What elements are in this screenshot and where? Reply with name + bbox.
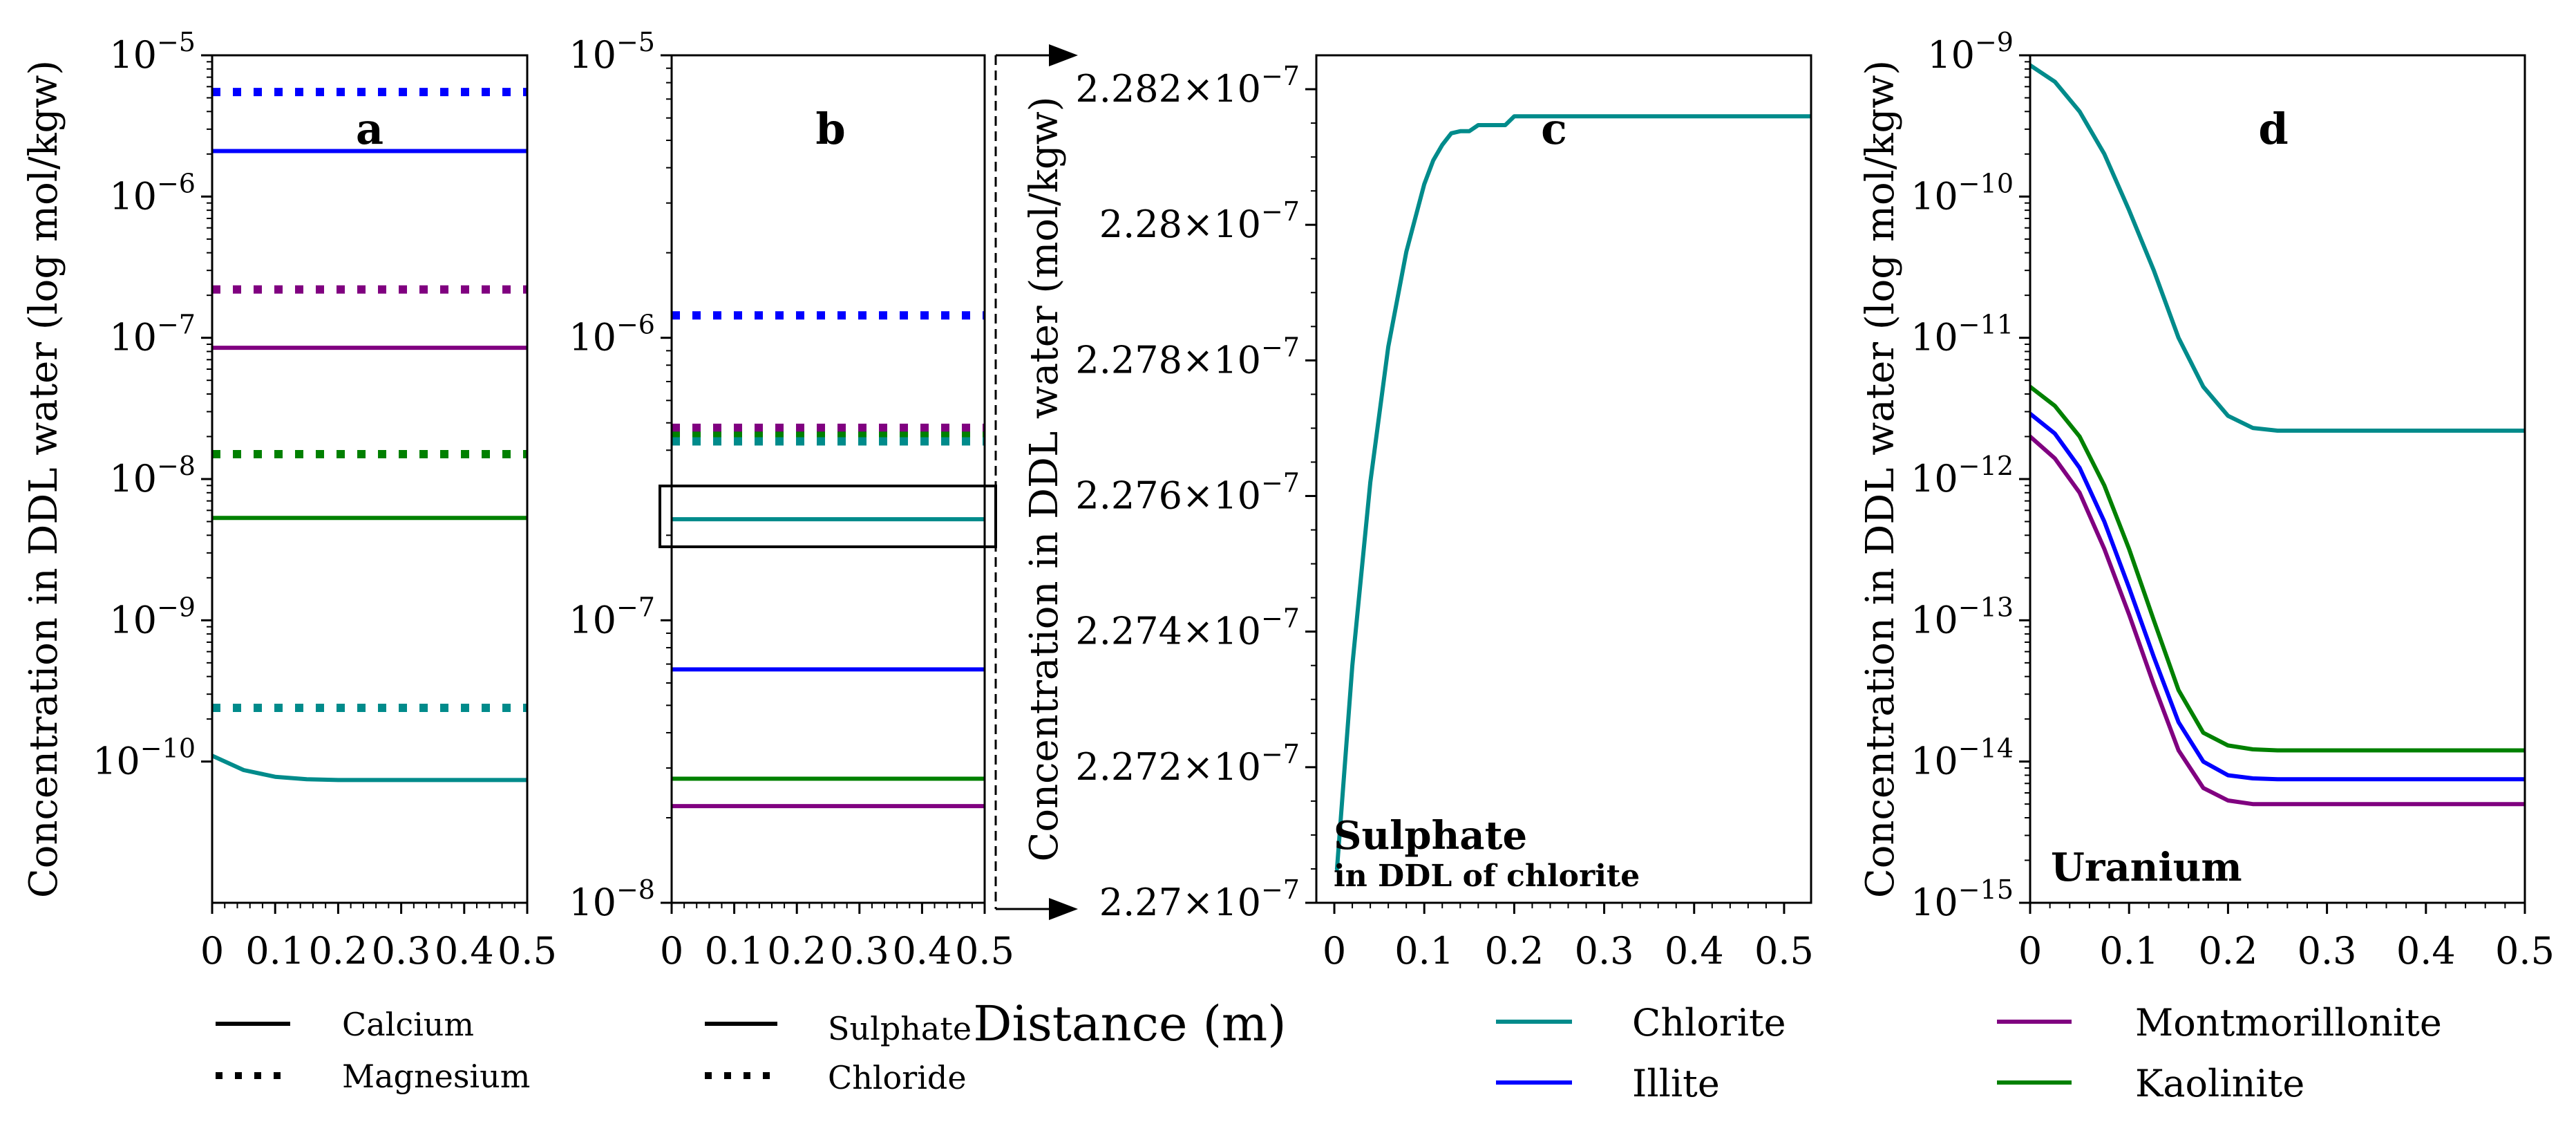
annotation-title-d: Uranium — [2051, 845, 2242, 890]
legend-label-chloride: Chloride — [828, 1059, 967, 1096]
legend-label-illite: Illite — [1632, 1062, 1720, 1105]
legend-species-b: Sulphate Chloride — [705, 1010, 972, 1096]
annotation-title-c: Sulphate — [1334, 813, 1527, 859]
series-d-illite-uranium — [2030, 411, 2525, 782]
plot-frame-a — [211, 54, 529, 904]
panel-label-c: c — [1541, 104, 1567, 154]
y-tick-label-b: 10−5 — [569, 27, 655, 77]
x-tick-label-c: 0.3 — [1575, 929, 1634, 973]
annotation-subtitle-c: in DDL of chlorite — [1334, 859, 1640, 894]
x-tick-label-b: 0.2 — [767, 929, 826, 973]
series-group-c — [1334, 114, 1811, 871]
legend-label-magnesium: Magnesium — [342, 1058, 530, 1095]
series-d-montmorillonite-uranium — [2030, 434, 2525, 807]
series-c-chlorite-sulphate — [1334, 114, 1811, 871]
x-tick-label-b: 0 — [660, 929, 683, 973]
plot-frame-d — [2029, 54, 2526, 904]
legend-minerals-1: Chlorite Illite — [1496, 1001, 1786, 1105]
y-tick-label-a: 10−8 — [109, 451, 196, 500]
legend-label-kaolinite: Kaolinite — [2135, 1062, 2304, 1105]
legend-label-calcium: Calcium — [342, 1006, 474, 1043]
y-tick-label-a: 10−7 — [109, 310, 196, 359]
zoom-arrow-top-head — [1049, 44, 1078, 66]
series-a-chlorite-calcium — [212, 753, 527, 783]
zoom-connector — [659, 44, 1078, 920]
x-tick-label-b: 0.4 — [892, 929, 951, 973]
x-tick-label-a: 0.2 — [308, 929, 368, 973]
zoom-arrow-bottom-head — [1049, 898, 1078, 920]
y-tick-label-d: 10−14 — [1911, 733, 2014, 783]
y-tick-label-a: 10−5 — [109, 27, 196, 77]
panel-label-a: a — [356, 104, 383, 154]
x-tick-label-c: 0 — [1323, 929, 1346, 973]
x-tick-label-a: 0.4 — [435, 929, 494, 973]
x-tick-label-c: 0.2 — [1484, 929, 1544, 973]
legend-label-montmorillonite: Montmorillonite — [2135, 1001, 2442, 1045]
panel-label-b: b — [815, 104, 845, 154]
y-tick-label-b: 10−7 — [569, 592, 655, 641]
y-tick-label-c: 2.27×10−7 — [1099, 874, 1300, 924]
x-tick-label-c: 0.1 — [1394, 929, 1454, 973]
legend-label-sulphate: Sulphate — [828, 1010, 972, 1047]
y-tick-label-c: 2.28×10−7 — [1099, 196, 1300, 246]
legend-minerals-2: Montmorillonite Kaolinite — [1997, 1001, 2442, 1105]
y-tick-label-c: 2.276×10−7 — [1075, 468, 1300, 518]
panel-c: 0 0.1 0.2 0.3 0.4 0.5 2.27×10−7 2.272×10−7 2.274… — [1022, 54, 1814, 973]
y-tick-label-a: 10−6 — [109, 168, 196, 218]
series-d-chlorite-uranium — [2030, 63, 2525, 433]
x-tick-label-a: 0 — [200, 929, 224, 973]
series-group-a — [212, 88, 527, 783]
panel-d: 0 0.1 0.2 0.3 0.4 0.5 10−15 10−14 10−13 10−12 10−1… — [1858, 27, 2555, 973]
y-tick-label-d: 10−15 — [1911, 874, 2014, 924]
y-tick-label-a: 10−9 — [109, 592, 196, 641]
x-tick-label-d: 0.1 — [2099, 929, 2159, 973]
series-d-kaolinite-uranium — [2030, 384, 2525, 753]
x-axis-title: Distance (m) — [973, 995, 1286, 1052]
legend-label-chlorite: Chlorite — [1632, 1001, 1786, 1045]
x-tick-label-d: 0 — [2018, 929, 2042, 973]
panel-label-d: d — [2258, 104, 2288, 154]
x-tick-label-c: 0.4 — [1665, 929, 1724, 973]
x-tick-label-b: 0.5 — [955, 929, 1014, 973]
y-tick-label-d: 10−13 — [1911, 592, 2014, 641]
y-tick-label-d: 10−11 — [1911, 310, 2014, 359]
x-tick-label-c: 0.5 — [1754, 929, 1814, 973]
plot-frame-b — [670, 54, 986, 904]
y-axis-title-c: Concentration in DDL water (mol/kgw) — [1022, 97, 1067, 862]
series-group-d — [2030, 63, 2525, 807]
plot-frame-c — [1315, 54, 1812, 904]
y-tick-label-b: 10−8 — [569, 874, 655, 924]
x-tick-label-d: 0.4 — [2396, 929, 2456, 973]
x-tick-label-b: 0.1 — [705, 929, 764, 973]
x-tick-label-d: 0.5 — [2495, 929, 2555, 973]
x-tick-label-a: 0.1 — [245, 929, 305, 973]
y-axis-title-d: Concentration in DDL water (log mol/kgw) — [1858, 60, 1903, 898]
y-tick-label-c: 2.272×10−7 — [1075, 739, 1300, 789]
series-group-b — [672, 311, 985, 809]
x-tick-label-a: 0.3 — [372, 929, 431, 973]
x-tick-label-d: 0.2 — [2198, 929, 2257, 973]
y-axis-title-a: Concentration in DDL water (log mol/kgw) — [21, 60, 66, 898]
zoom-box — [659, 485, 997, 548]
y-tick-label-d: 10−10 — [1911, 168, 2014, 218]
x-tick-label-b: 0.3 — [830, 929, 889, 973]
panel-a: 0 0.1 0.2 0.3 0.4 0.5 10−10 10−9 10−8 10−7 10−6 10−… — [21, 27, 557, 973]
x-tick-label-a: 0.5 — [498, 929, 557, 973]
panel-b: 0 0.1 0.2 0.3 0.4 0.5 10−8 10−7 10−6 10−5 b — [569, 27, 1014, 973]
y-tick-label-c: 2.282×10−7 — [1075, 61, 1300, 111]
y-tick-label-a: 10−10 — [93, 733, 196, 783]
y-tick-label-d: 10−12 — [1911, 451, 2014, 500]
y-tick-label-b: 10−6 — [569, 310, 655, 359]
legend-species-a: Calcium Magnesium — [216, 1006, 530, 1095]
y-tick-label-c: 2.274×10−7 — [1075, 603, 1300, 653]
y-tick-label-c: 2.278×10−7 — [1075, 332, 1300, 382]
x-tick-label-d: 0.3 — [2298, 929, 2357, 973]
y-tick-label-d: 10−9 — [1927, 27, 2014, 77]
